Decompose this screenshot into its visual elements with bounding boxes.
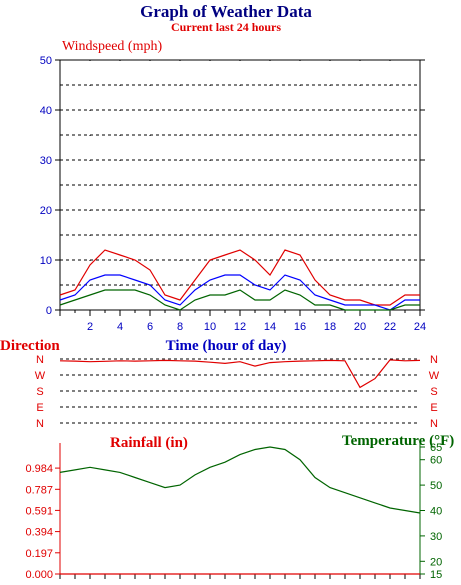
temperature-tick-label: 40 (430, 506, 442, 518)
temperature-tick-label: 30 (430, 531, 442, 543)
rainfall-tick-label: 0.984 (25, 463, 53, 475)
temperature-tick-label: 20 (430, 556, 442, 568)
direction-tick-label-right: S (430, 386, 437, 398)
y-tick-label: 0 (46, 305, 52, 317)
direction-tick-label-left: N (36, 418, 44, 430)
direction-tick-label-right: N (430, 418, 438, 430)
rainfall-tick-label: 0.787 (25, 484, 53, 496)
temperature-tick-label: 15 (430, 569, 442, 581)
windspeed-title: Windspeed (mph) (62, 39, 162, 54)
rain-temp-panel: Rainfall (in) Temperature (°F) 0.000 0.19… (25, 433, 454, 581)
chart-subtitle: Current last 24 hours (171, 20, 281, 34)
direction-series (59, 359, 421, 389)
x-tick-label: 18 (324, 321, 336, 333)
y-tick-label: 30 (40, 155, 52, 167)
x-tick-label: 8 (177, 321, 183, 333)
temperature-tick-label: 65 (430, 442, 442, 454)
direction-tick-label-left: N (36, 354, 44, 366)
windspeed-series-3 (59, 289, 420, 311)
temperature-tick-label: 50 (430, 480, 442, 492)
x-tick-label: 2 (87, 321, 93, 333)
temperature-tick-label: 60 (430, 455, 442, 467)
y-tick-label: 10 (40, 255, 52, 267)
rainfall-tick-label: 0.000 (25, 569, 53, 581)
rainfall-title: Rainfall (in) (110, 435, 188, 451)
x-tick-label: 12 (234, 321, 246, 333)
x-tick-label: 4 (117, 321, 123, 333)
x-tick-label: 22 (384, 321, 396, 333)
x-tick-label: 6 (147, 321, 153, 333)
temperature-title: Temperature (°F) (342, 433, 454, 449)
y-tick-label: 20 (40, 205, 52, 217)
y-tick-label: 40 (40, 105, 52, 117)
time-axis-label: Time (hour of day) (166, 338, 287, 354)
x-tick-label: 10 (204, 321, 216, 333)
rainfall-tick-label: 0.394 (25, 527, 53, 539)
x-tick-label: 24 (414, 321, 426, 333)
direction-tick-label-right: N (430, 354, 438, 366)
windspeed-series-1 (59, 249, 420, 306)
chart-title: Graph of Weather Data (140, 2, 312, 21)
rainfall-tick-label: 0.197 (25, 548, 53, 560)
direction-title: Direction (0, 338, 60, 354)
direction-tick-label-left: W (35, 370, 46, 382)
direction-panel: Direction N NW WS SE EN N (0, 338, 440, 430)
x-tick-label: 20 (354, 321, 366, 333)
windspeed-panel: Windspeed (mph) Time (hour of day) 0 10 20… (40, 39, 426, 354)
rainfall-tick-label: 0.591 (25, 505, 53, 517)
direction-tick-label-left: E (36, 402, 43, 414)
temperature-series (59, 446, 421, 514)
x-tick-label: 14 (264, 321, 276, 333)
x-tick-label: 16 (294, 321, 306, 333)
direction-tick-label-right: E (430, 402, 437, 414)
direction-tick-label-right: W (429, 370, 440, 382)
direction-tick-label-left: S (36, 386, 43, 398)
windspeed-series-2 (59, 274, 420, 311)
y-tick-label: 50 (40, 55, 52, 67)
